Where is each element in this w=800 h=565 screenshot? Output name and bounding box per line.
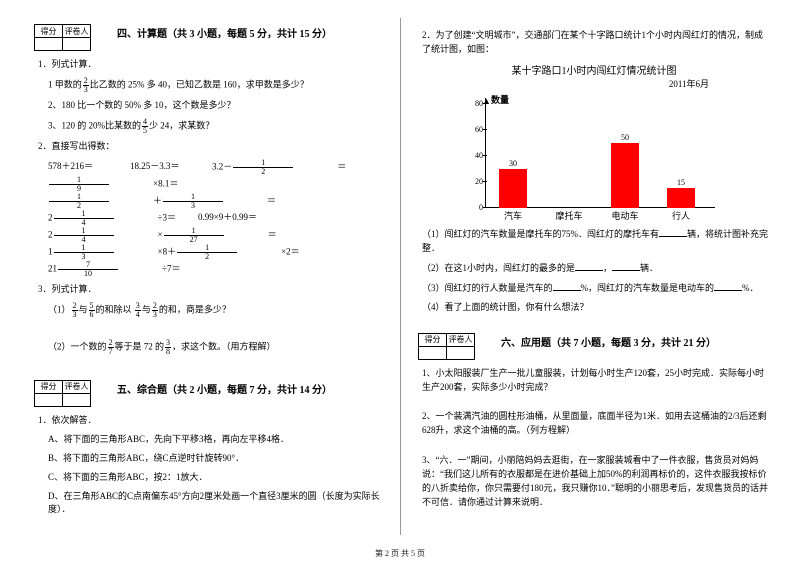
s4-q1a: 1 甲数的23比乙数的 25% 多 40，已知乙数是 160，求甲数是多少？ bbox=[48, 77, 382, 94]
page-footer: 第 2 页 共 5 页 bbox=[0, 548, 800, 559]
right-sub-b: （2）在这1小时内，闯红灯的最多的是，辆． bbox=[422, 261, 770, 276]
s4-q3a: （1）23与56的和除以 34与23的和，商是多少？ bbox=[48, 302, 382, 319]
right-sub-d: （4）看了上面的统计图，你有什么想法？ bbox=[422, 301, 770, 315]
section5-title: 五、综合题（共 2 小题，每题 7 分，共计 14 分） bbox=[117, 381, 332, 396]
s6-q1: 1、小太阳服装厂生产一批儿童服装，计划每小时生产120套，25小时完成．实际每小… bbox=[422, 367, 770, 395]
s5-q1a: A、将下面的三角形ABC，先向下平移3格，再向左平移4格． bbox=[48, 433, 382, 447]
s4-q1b: 2、180 比一个数的 50% 多 10，这个数是多少？ bbox=[48, 99, 382, 113]
right-sub-c: （3）闯红灯的行人数量是汽车的%，闯红灯的汽车数量是电动车的%． bbox=[422, 281, 770, 296]
score-table-6: 得分评卷人 bbox=[418, 333, 475, 360]
s4-q3-label: 3．列式计算． bbox=[38, 283, 382, 297]
right-column: 2．为了创建“文明城市”，交通部门在某个十字路口统计1个小时内闯红灯的情况，制成… bbox=[400, 0, 800, 565]
section4-header: 得分 评卷人 四、计算题（共 3 小题，每题 5 分，共计 15 分） bbox=[34, 24, 382, 53]
s5-q1-label: 1．依次解答． bbox=[38, 414, 382, 428]
s5-q1c: C、将下面的三角形ABC，按2：1放大． bbox=[48, 471, 382, 485]
section6-header: 得分评卷人 六、应用题（共 7 小题，每题 3 分，共计 21 分） bbox=[418, 333, 770, 362]
chart-subtitle: 2011年6月 bbox=[459, 77, 709, 90]
chart-plot: ▲ 数量 02040608030汽车摩托车50电动车15行人 bbox=[459, 92, 729, 222]
s4-q2-row3: 113×8＋12×2＝ 21710÷7＝ bbox=[48, 244, 382, 278]
traffic-chart: 某十字路口1小时内闯红灯情况统计图 2011年6月 ▲ 数量 020406080… bbox=[459, 62, 729, 222]
s5-q1b: B、将下面的三角形ABC，绕C点逆时针旋转90°． bbox=[48, 452, 382, 466]
s4-q3b: （2）一个数的27等于是 72 的38，求这个数。（用方程解） bbox=[48, 339, 382, 356]
score-hdr: 得分 bbox=[35, 25, 63, 38]
grader-hdr: 评卷人 bbox=[63, 25, 91, 38]
s6-q3: 3、“六．一”期间，小丽陪妈妈去逛街，在一家服装城看中了一件衣服，售货员对妈妈说… bbox=[422, 454, 770, 510]
s4-q2-row2: 12＋13＝ 214÷3＝ 0.99×9＋0.99＝ 214×127＝ bbox=[48, 193, 382, 244]
left-column: 得分 评卷人 四、计算题（共 3 小题，每题 5 分，共计 15 分） 1．列式… bbox=[0, 0, 400, 565]
score-table: 得分 评卷人 bbox=[34, 24, 91, 51]
s4-q1-label: 1．列式计算． bbox=[38, 58, 382, 72]
score-table-5: 得分评卷人 bbox=[34, 380, 91, 407]
section5-header: 得分评卷人 五、综合题（共 2 小题，每题 7 分，共计 14 分） bbox=[34, 380, 382, 409]
s4-q2-label: 2．直接写出得数： bbox=[38, 140, 382, 154]
s6-q2: 2、一个装满汽油的圆柱形油桶，从里面量，底面半径为1米．如用去这桶油的2/3后还… bbox=[422, 410, 770, 438]
right-q2-intro: 2．为了创建“文明城市”，交通部门在某个十字路口统计1个小时内闯红灯的情况，制成… bbox=[422, 29, 770, 57]
section6-title: 六、应用题（共 7 小题，每题 3 分，共计 21 分） bbox=[501, 334, 716, 349]
right-sub-a: （1）闯红灯的汽车数量是摩托车的75%．闯红灯的摩托车有辆，将统计图补充完整． bbox=[422, 227, 770, 256]
s5-q1d: D、在三角形ABC的C点南偏东45°方向2厘米处画一个直径3厘米的圆（长度为实际… bbox=[48, 490, 382, 518]
y-arrow-icon: ▲ bbox=[482, 96, 491, 106]
s4-q1c: 3、120 的 20%比某数的45少 24，求某数？ bbox=[48, 118, 382, 135]
y-axis bbox=[485, 98, 486, 208]
chart-title: 某十字路口1小时内闯红灯情况统计图 bbox=[459, 62, 729, 77]
section4-title: 四、计算题（共 3 小题，每题 5 分，共计 15 分） bbox=[117, 25, 332, 40]
s4-q2-row1: 578＋216＝ 18.25－3.3＝ 3.2－12＝ 19×8.1＝ bbox=[48, 159, 382, 193]
chart-ylabel: 数量 bbox=[491, 93, 509, 106]
